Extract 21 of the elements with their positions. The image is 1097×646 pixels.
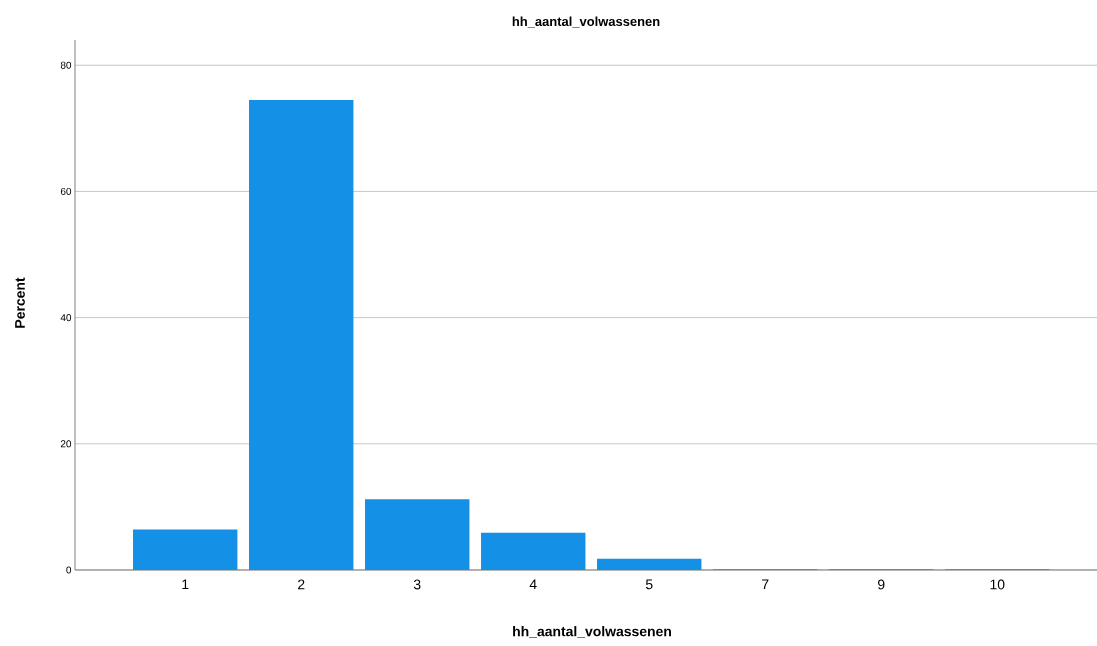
y-tick-label: 40 — [60, 314, 72, 322]
y-tick-label: 20 — [60, 440, 72, 448]
x-tick-label: 1 — [182, 579, 189, 590]
bar — [133, 529, 238, 570]
chart-title: hh_aantal_volwassenen — [512, 16, 660, 28]
x-axis-title: hh_aantal_volwassenen — [513, 626, 671, 638]
y-axis-title: Percent — [15, 277, 25, 328]
bar — [365, 499, 470, 570]
x-tick-label: 3 — [413, 579, 421, 590]
x-tick-label: 4 — [529, 579, 537, 590]
x-tick-label: 10 — [990, 579, 1005, 590]
x-tick-label: 5 — [645, 579, 653, 590]
y-tick-label: 0 — [66, 566, 72, 574]
x-tick-label: 9 — [878, 579, 885, 590]
bar — [597, 558, 702, 570]
y-tick-label: 60 — [60, 187, 72, 195]
x-tick-label: 2 — [298, 579, 305, 590]
bar — [481, 532, 586, 570]
y-tick-label: 80 — [60, 61, 72, 69]
x-tick-label: 7 — [762, 579, 769, 590]
bar — [249, 99, 354, 570]
